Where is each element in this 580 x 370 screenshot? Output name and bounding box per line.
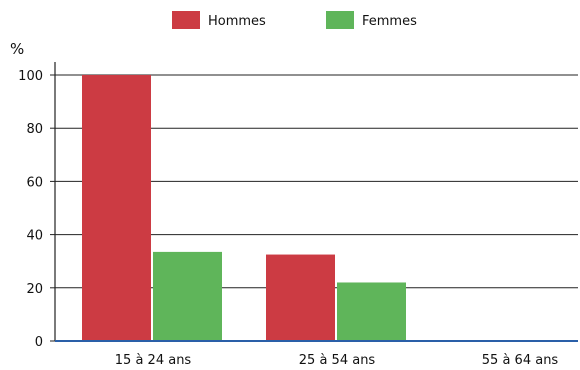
legend-swatch-femmes (326, 11, 354, 29)
axes (54, 62, 578, 342)
category-label-1: 25 à 54 ans (299, 353, 376, 368)
category-label-0: 15 à 24 ans (115, 353, 192, 368)
tick-label-0: 0 (35, 335, 43, 350)
y-axis-ticks: 0 20 40 60 80 100 (18, 69, 55, 350)
legend-swatch-hommes (172, 11, 200, 29)
tick-label-80: 80 (26, 122, 43, 137)
x-axis-categories: 15 à 24 ans 25 à 54 ans 55 à 64 ans (115, 353, 559, 368)
tick-label-60: 60 (26, 175, 43, 190)
tick-label-20: 20 (26, 282, 43, 297)
bar-hommes-0 (82, 75, 151, 341)
bar-femmes-0 (153, 251, 222, 341)
y-axis-unit-label: % (10, 40, 24, 58)
category-label-2: 55 à 64 ans (482, 353, 559, 368)
tick-label-100: 100 (18, 69, 43, 84)
bar-femmes-1 (337, 282, 406, 341)
tick-label-40: 40 (26, 229, 43, 244)
legend-label-femmes: Femmes (362, 14, 417, 29)
bar-hommes-1 (266, 254, 335, 341)
legend-label-hommes: Hommes (208, 14, 266, 29)
bars (82, 75, 406, 341)
legend: Hommes Femmes (172, 11, 417, 29)
